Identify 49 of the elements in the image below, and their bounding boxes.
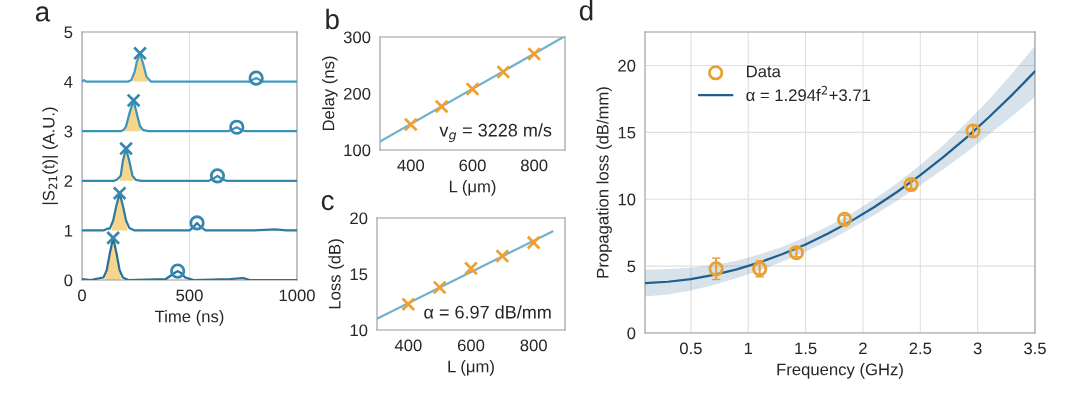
x-tick-label: 3.5 (1024, 342, 1046, 355)
chart-title: d (579, 0, 593, 21)
y-tick-label: 2 (64, 175, 73, 187)
x-tick-label: 1 (744, 342, 753, 355)
y-tick-label: 0 (627, 327, 636, 340)
x-tick-label: 800 (520, 159, 548, 172)
y-axis-title: Loss (dB) (328, 239, 344, 309)
y-tick-label: 10 (350, 324, 368, 337)
x-axis-title: L (μm) (449, 180, 496, 196)
chart-title: b (326, 8, 339, 30)
x-tick-label: 0 (78, 289, 86, 302)
y-tick-label: 300 (343, 31, 371, 44)
y-tick-label: 5 (64, 26, 73, 39)
legend-label: Data (747, 65, 781, 78)
y-tick-label: 15 (618, 126, 636, 139)
x-tick-label: 400 (394, 339, 422, 352)
chart-title: a (35, 6, 51, 22)
x-tick-label: 600 (459, 159, 486, 172)
y-axis-title: Delay (ns) (322, 56, 338, 131)
x-tick-label: 2 (859, 342, 867, 355)
y-axis-title: |S$_{21}$(t)| (A.U.) (42, 107, 58, 205)
x-tick-label: 600 (457, 339, 485, 352)
y-tick-label: 1 (64, 224, 73, 237)
x-tick-label: 400 (397, 159, 425, 172)
x-axis-title: Time (ns) (155, 310, 224, 326)
x-tick-label: 0.5 (679, 342, 702, 355)
x-tick-label: 500 (176, 289, 203, 302)
y-tick-label: 20 (350, 212, 368, 225)
annotation: α = 6.97 dB/mm (424, 305, 551, 319)
y-tick-label: 3 (64, 125, 73, 138)
chart-title: c (321, 195, 334, 211)
x-tick-label: 2.5 (909, 342, 932, 355)
x-tick-label: 3 (973, 342, 982, 355)
x-axis-title: Frequency (GHz) (777, 363, 903, 379)
annotation: v$_{g}$ = 3228 m/s (439, 123, 552, 142)
y-tick-label: 20 (618, 59, 636, 72)
y-tick-label: 5 (627, 260, 636, 273)
y-tick-label: 100 (344, 144, 371, 157)
y-tick-label: 4 (64, 76, 73, 88)
y-tick-label: 10 (618, 193, 636, 206)
y-tick-label: 15 (350, 268, 368, 281)
legend-label: α = 1.294f$^{2}$+3.71 (746, 85, 871, 102)
x-tick-label: 1000 (279, 289, 315, 302)
y-tick-label: 200 (344, 87, 371, 100)
x-tick-label: 800 (520, 339, 547, 352)
x-axis-title: L (μm) (448, 360, 494, 376)
y-axis-title: Propagation loss (dB/mm) (596, 87, 612, 278)
y-tick-label: 0 (64, 274, 73, 287)
x-tick-label: 1.5 (795, 342, 817, 355)
